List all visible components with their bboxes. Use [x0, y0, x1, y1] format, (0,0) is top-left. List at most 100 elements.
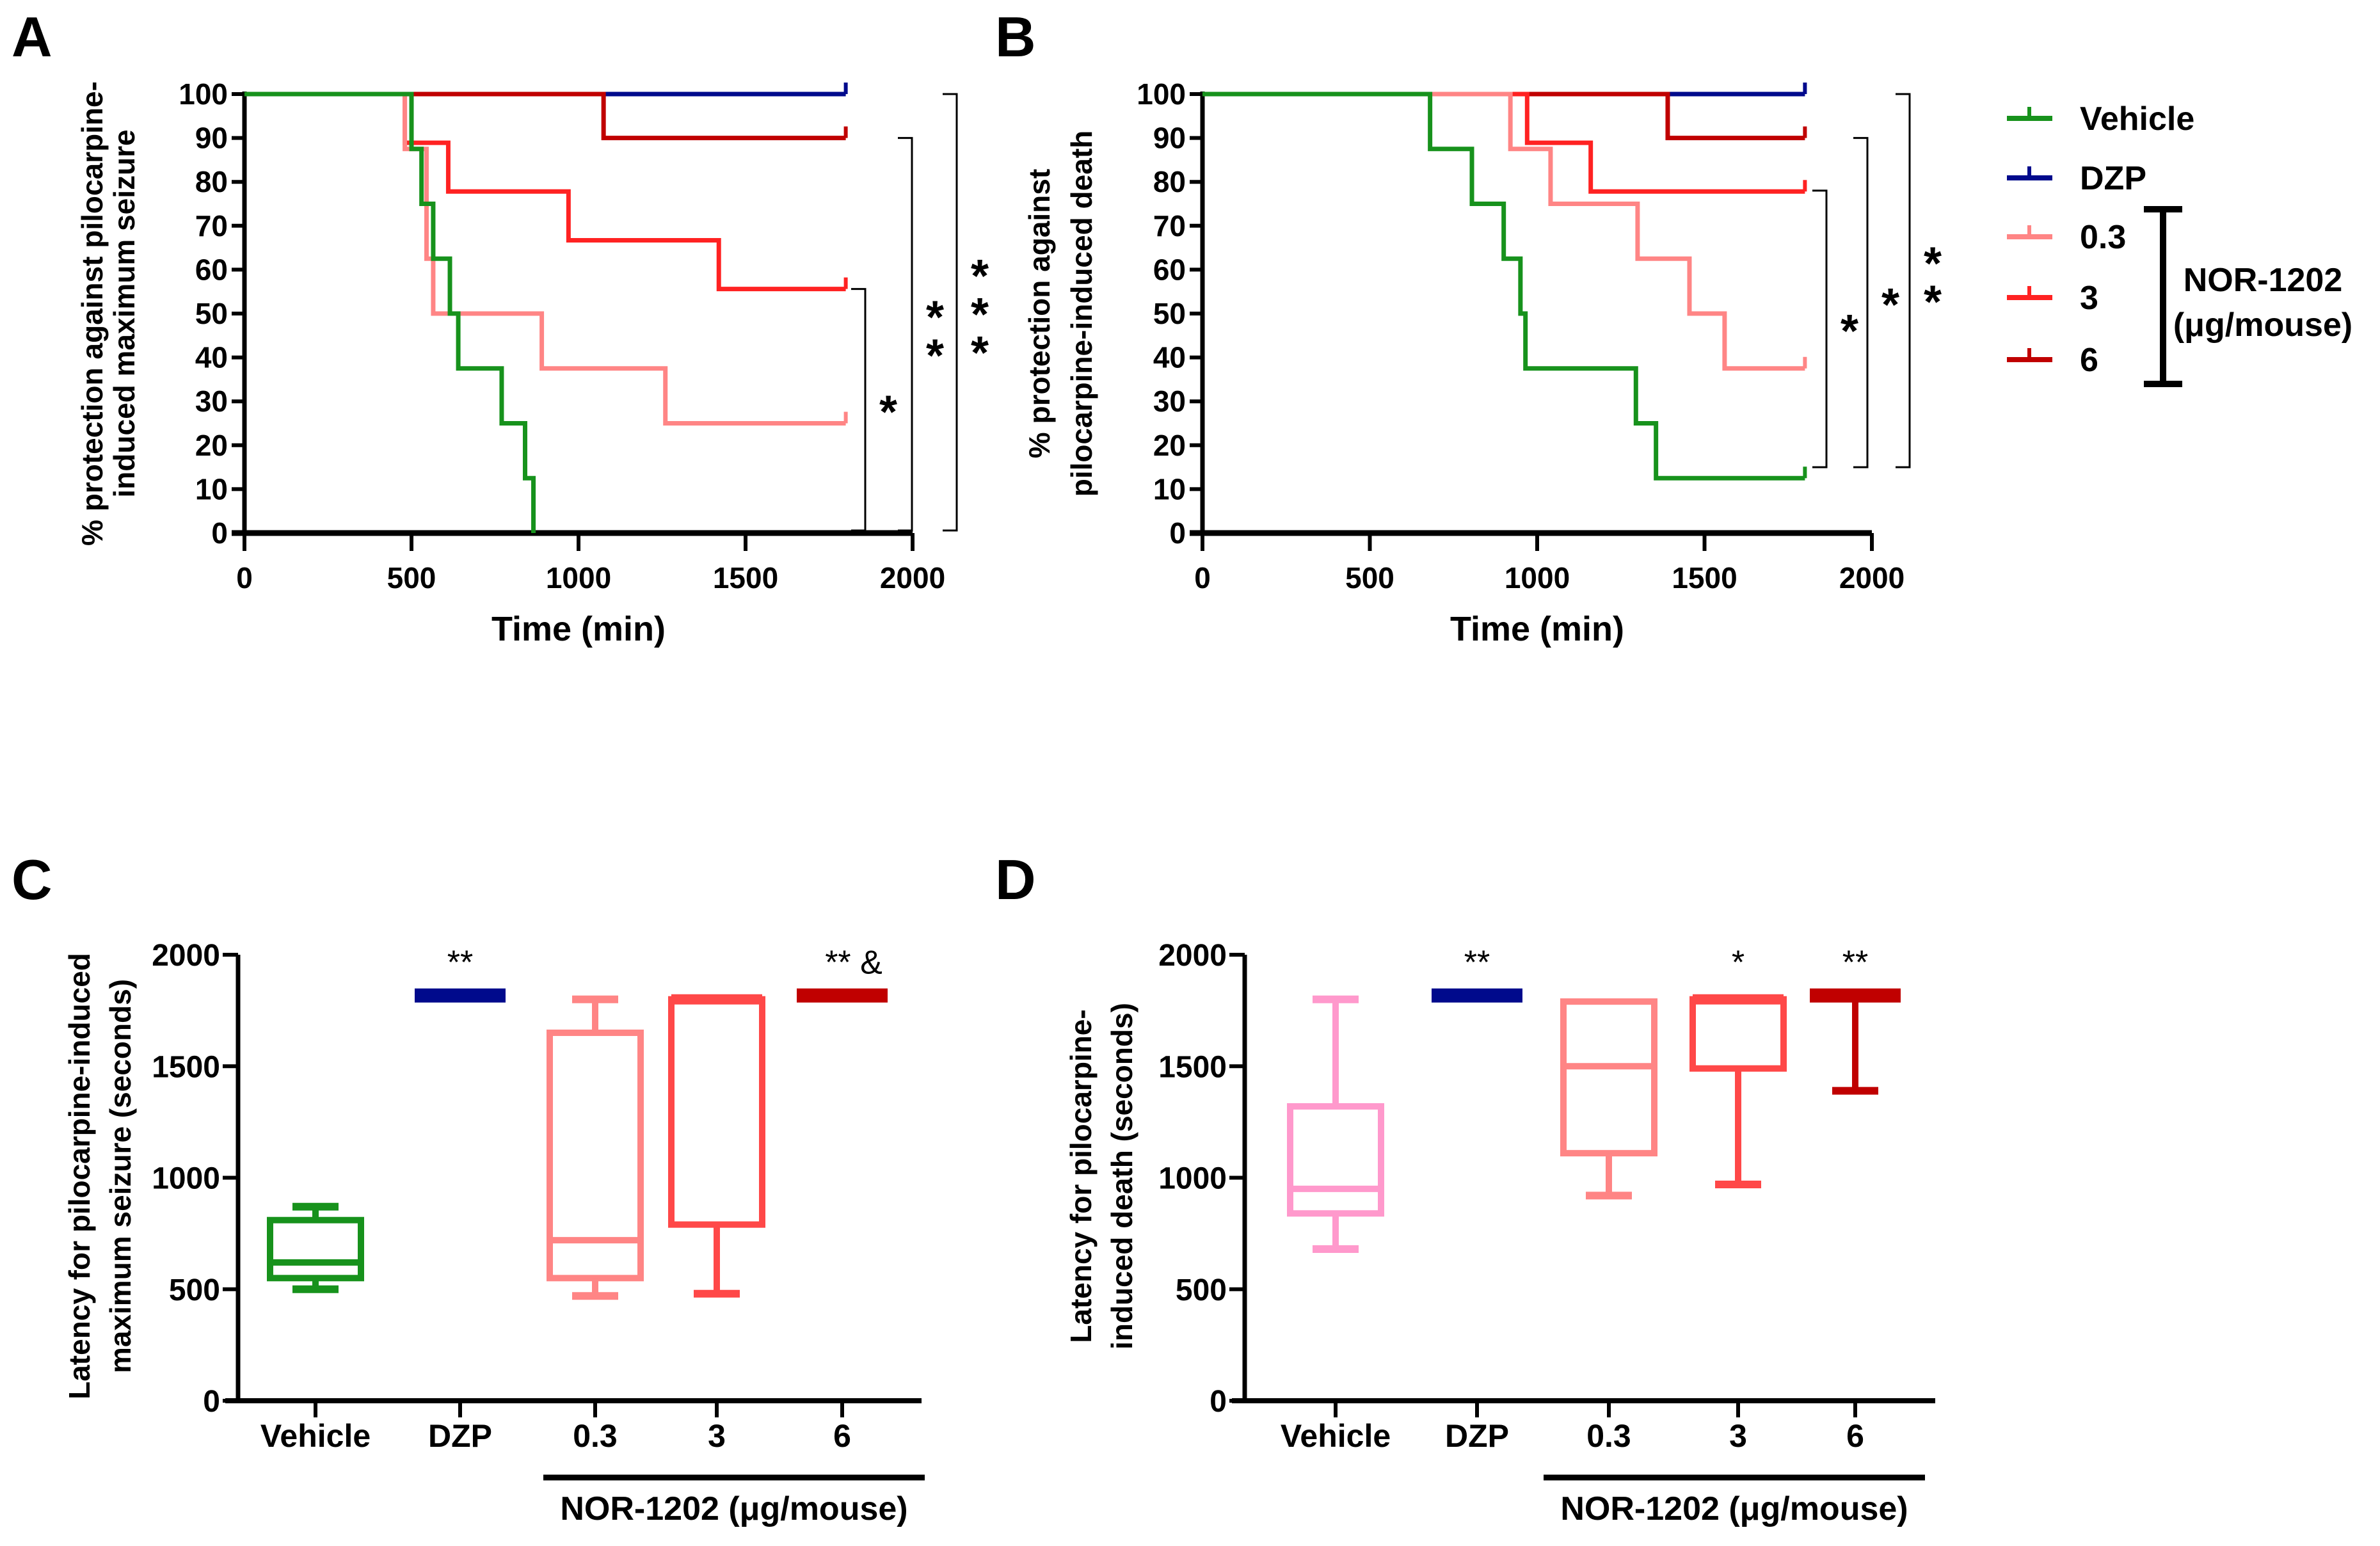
- legend-item-0-3: 0.3: [2007, 219, 2126, 256]
- survival-line-0-3: [244, 92, 846, 426]
- y-tick-label: 80: [1153, 165, 1186, 198]
- x-axis-title: Time (min): [1450, 610, 1624, 648]
- y-tick-label: 30: [1153, 385, 1186, 418]
- y-axis-title: induced maximum seizure: [108, 129, 141, 497]
- panel-label-b: B: [995, 5, 1036, 68]
- y-tick-label: 20: [195, 429, 228, 462]
- y-tick-label: 40: [195, 341, 228, 374]
- significance-label: *: [971, 251, 989, 302]
- significance-label: *: [971, 328, 989, 379]
- y-tick-label: 0: [211, 516, 228, 550]
- y-tick-label: 50: [195, 297, 228, 330]
- significance-label: *: [926, 292, 944, 343]
- significance-bracket: [943, 93, 958, 532]
- y-tick-label: 50: [1153, 297, 1186, 330]
- y-tick-label: 1500: [1158, 1050, 1227, 1084]
- y-tick-label: 10: [1153, 472, 1186, 506]
- x-tick-label: 0: [1194, 561, 1211, 594]
- significance-label: *: [1924, 239, 1942, 290]
- y-tick-label: 0: [1210, 1385, 1227, 1419]
- legend-item-6: 6: [2007, 342, 2098, 379]
- box-3: *: [1689, 944, 1787, 1188]
- legend-label: 6: [2080, 342, 2098, 379]
- x-tick-label: 3: [708, 1418, 726, 1454]
- group-label: NOR-1202 (μg/mouse): [1560, 1490, 1908, 1527]
- significance-label: *: [1841, 306, 1858, 357]
- y-axis-title: pilocarpine-induced death: [1065, 131, 1098, 497]
- legend-label: Vehicle: [2080, 100, 2194, 138]
- y-tick-label: 90: [1153, 122, 1186, 155]
- box-body: [267, 1216, 364, 1282]
- y-tick-label: 70: [1153, 209, 1186, 243]
- legend-item-3: 3: [2007, 280, 2098, 317]
- box-body: [1689, 996, 1787, 1072]
- box-Vehicle: [1287, 995, 1384, 1254]
- significance-bracket: [1853, 137, 1869, 468]
- x-axis-title: Time (min): [491, 610, 666, 648]
- y-tick-label: 10: [195, 472, 228, 506]
- y-tick-label: 60: [1153, 253, 1186, 286]
- x-tick-label: 500: [387, 561, 436, 594]
- x-tick-label: 0: [236, 561, 253, 594]
- legend-item-Vehicle: Vehicle: [2007, 100, 2194, 138]
- survival-line-6: [244, 92, 846, 141]
- y-axis-title: maximum seizure (seconds): [104, 979, 137, 1373]
- y-tick-label: 70: [195, 209, 228, 243]
- box-body: [1432, 988, 1522, 1003]
- y-axis-title: Latency for pilocarpine-induced: [63, 953, 96, 1399]
- box-0-3: [547, 995, 644, 1300]
- y-tick-label: 2000: [1158, 939, 1227, 973]
- legend-label: DZP: [2080, 160, 2146, 197]
- y-tick-label: 1500: [152, 1050, 220, 1084]
- legend-item-DZP: DZP: [2007, 160, 2146, 197]
- y-tick-label: 100: [179, 77, 228, 111]
- box-6: ** &: [797, 944, 888, 1003]
- y-axis-title: % protection against: [1023, 169, 1056, 458]
- significance-label: *: [879, 386, 897, 438]
- significance-bracket: [851, 288, 867, 532]
- x-tick-label: 1500: [713, 561, 778, 594]
- x-tick-label: 0.3: [573, 1418, 618, 1454]
- boxplot-seizure-latency: 0 500 1000 1500 2000 Latency for pilocarpine-…: [63, 939, 925, 1527]
- x-tick-label: 500: [1345, 561, 1394, 594]
- box-body: [668, 996, 765, 1228]
- y-tick-label: 90: [195, 122, 228, 155]
- x-tick-label: 1500: [1672, 561, 1737, 594]
- box-0-3: [1560, 998, 1657, 1200]
- box-body: [415, 988, 506, 1003]
- significance-label: **: [1842, 944, 1868, 982]
- x-tick-label: DZP: [1445, 1418, 1509, 1454]
- x-tick-label: 2000: [880, 561, 945, 594]
- x-tick-label: 2000: [1839, 561, 1905, 594]
- x-tick-label: 1000: [546, 561, 611, 594]
- x-tick-label: Vehicle: [1281, 1418, 1391, 1454]
- legend-label: 0.3: [2080, 219, 2126, 256]
- significance-label: *: [926, 330, 944, 381]
- y-axis-title: induced death (seconds): [1105, 1003, 1138, 1350]
- x-tick-label: Vehicle: [260, 1418, 371, 1454]
- survival-line-Vehicle: [244, 92, 536, 533]
- panel-label-a: A: [12, 5, 52, 68]
- panel-label-d: D: [995, 848, 1036, 911]
- x-tick-label: 3: [1729, 1418, 1747, 1454]
- box-Vehicle: [267, 1202, 364, 1293]
- x-tick-label: 0.3: [1586, 1418, 1631, 1454]
- significance-label: **: [447, 944, 473, 982]
- significance-bracket: [1896, 93, 1911, 468]
- group-label: NOR-1202 (μg/mouse): [560, 1490, 907, 1527]
- y-tick-label: 0: [1169, 516, 1186, 550]
- significance-label: *: [1732, 944, 1745, 982]
- y-tick-label: 2000: [152, 939, 220, 973]
- survival-line-0-3: [1202, 92, 1805, 371]
- legend-label: 3: [2080, 280, 2098, 317]
- box-3: [668, 994, 765, 1298]
- panel-label-c: C: [12, 848, 52, 911]
- y-tick-label: 0: [203, 1385, 220, 1419]
- y-tick-label: 80: [195, 165, 228, 198]
- x-tick-label: DZP: [428, 1418, 492, 1454]
- y-tick-label: 30: [195, 385, 228, 418]
- significance-bracket: [1812, 189, 1828, 468]
- y-tick-label: 40: [1153, 341, 1186, 374]
